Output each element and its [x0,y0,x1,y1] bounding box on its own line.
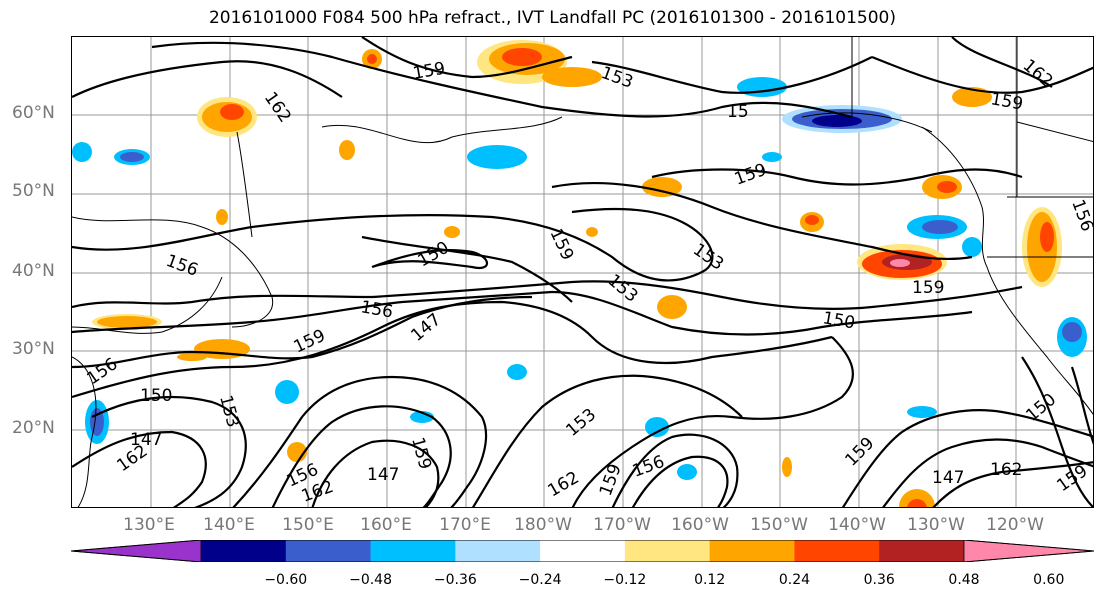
contour-label: 153 [689,240,727,275]
contour-label: 156 [630,452,667,482]
contour-label: 153 [215,393,243,430]
colorbar-tick-label: 0.60 [1033,572,1065,588]
colorbar-cell [879,540,965,562]
colorbar [71,540,1094,562]
contour-label: 15 [727,102,749,122]
colorbar-cell [455,540,541,562]
contour-label: 159 [989,89,1024,114]
coastlines [72,37,1093,507]
contour-label: 159 [596,461,626,498]
colorbar-cell [201,540,287,562]
colorbar-cell [709,540,795,562]
contour-label: 159 [411,59,446,84]
lon-label: 120°W [986,515,1044,535]
lon-label: 160°W [671,515,729,535]
lat-label-60n: 60°N [12,103,55,123]
map-canvas: 162 159 153 15 162 159 159 156 150 159 1… [72,37,1094,507]
lon-label: 170°W [593,515,651,535]
lon-label: 150°W [750,515,808,535]
contour-label: 147 [130,430,162,450]
contour-label: 162 [260,88,295,126]
map-title: 2016101000 F084 500 hPa refract., IVT La… [208,8,896,28]
anomaly-shading [72,40,1087,507]
contour-label: 159 [841,433,878,470]
contour-label: 150 [821,308,856,333]
lat-label-40n: 40°N [12,261,55,281]
colorbar-cell [285,540,372,562]
colorbar-tick-label: 0.48 [948,572,980,588]
colorbar-cell [370,540,456,562]
contour-label: 156 [163,251,200,281]
contour-label: 159 [407,435,435,472]
lat-label-30n: 30°N [12,339,55,359]
contour-label: 147 [367,465,399,485]
refractivity-contours [72,37,1093,507]
colorbar-extend-high [963,540,1094,562]
colorbar-tick-label: −0.12 [603,572,647,588]
lon-label: 180°W [514,515,572,535]
lon-label: 140°E [203,515,255,535]
contour-label: 153 [604,271,642,307]
map-panel: 162 159 153 15 162 159 159 156 150 159 1… [71,36,1094,508]
lat-label-20n: 20°N [12,418,55,438]
colorbar-extend-low [71,540,202,562]
contour-label: 153 [562,405,600,441]
lon-label: 130°W [907,515,965,535]
lat-label-50n: 50°N [12,181,55,201]
contour-label: 156 [1067,197,1094,234]
lon-label: 140°W [828,515,886,535]
contour-label: 162 [990,460,1022,480]
lon-label: 170°E [439,515,491,535]
colorbar-cell [624,540,711,562]
contour-label: 162 [545,468,583,502]
colorbar-tick-label: −0.48 [349,572,392,588]
contour-label: 159 [732,160,769,190]
colorbar-tick-label: −0.60 [264,572,308,588]
contour-label: 147 [932,468,964,488]
colorbar-tick-label: −0.24 [518,572,562,588]
lon-label: 160°E [360,515,412,535]
contour-label: 156 [359,297,394,322]
contour-label: 153 [598,63,635,93]
contour-label: 159 [545,226,577,264]
colorbar-cell [540,540,626,562]
colorbar-tick-label: 0.24 [778,572,811,588]
lon-label: 150°E [282,515,334,535]
lon-label: 130°E [123,515,175,535]
contour-label: 159 [912,278,944,298]
contour-label: 150 [415,238,453,272]
colorbar-cell [794,540,880,562]
colorbar-tick-label: 0.12 [694,572,726,588]
colorbar-tick-label: 0.36 [863,572,895,588]
contour-label: 150 [1022,390,1060,426]
contour-label: 150 [140,386,172,406]
colorbar-tick-label: −0.36 [433,572,477,588]
